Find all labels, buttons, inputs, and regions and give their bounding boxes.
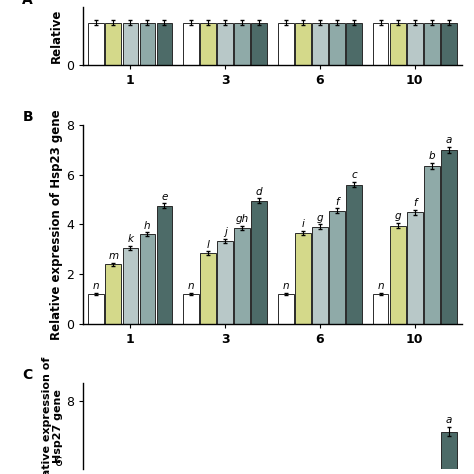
Text: f: f <box>413 198 417 208</box>
Bar <box>200 253 216 324</box>
Bar <box>122 23 138 65</box>
Text: a: a <box>446 135 452 145</box>
Bar <box>312 23 328 65</box>
Bar <box>390 226 406 324</box>
Bar <box>295 233 311 324</box>
Text: A: A <box>22 0 33 7</box>
Bar <box>312 227 328 324</box>
Bar <box>156 23 173 65</box>
Bar <box>139 235 155 324</box>
Text: g: g <box>394 211 401 221</box>
Bar <box>424 23 440 65</box>
Bar <box>217 23 233 65</box>
Text: l: l <box>207 239 210 250</box>
Bar <box>424 166 440 324</box>
Bar <box>156 206 173 324</box>
Y-axis label: Relative expression of
Hsp27 gene: Relative expression of Hsp27 gene <box>42 356 63 474</box>
Bar <box>346 185 362 324</box>
Bar <box>88 294 104 324</box>
Text: B: B <box>22 110 33 124</box>
Text: c: c <box>351 171 357 181</box>
Text: n: n <box>377 281 384 291</box>
Bar <box>105 23 121 65</box>
Y-axis label: Relative expression of Hsp23 gene: Relative expression of Hsp23 gene <box>50 109 63 340</box>
Bar <box>407 23 423 65</box>
Bar <box>278 23 294 65</box>
Bar <box>441 150 457 324</box>
Text: n: n <box>283 281 289 291</box>
Bar <box>200 23 216 65</box>
Text: k: k <box>128 234 133 245</box>
Bar <box>105 264 121 324</box>
Text: d: d <box>256 187 263 197</box>
Text: 6: 6 <box>54 456 62 469</box>
Bar <box>234 228 250 324</box>
Bar <box>251 23 267 65</box>
Bar <box>373 294 389 324</box>
Text: j: j <box>224 227 227 237</box>
Text: h: h <box>144 221 151 231</box>
Text: f: f <box>335 197 339 207</box>
Bar <box>407 212 423 324</box>
Bar <box>251 201 267 324</box>
Bar <box>183 294 199 324</box>
Bar <box>122 248 138 324</box>
Text: g: g <box>317 213 323 223</box>
Bar <box>88 23 104 65</box>
Text: n: n <box>188 281 194 291</box>
Text: e: e <box>161 191 168 201</box>
Bar <box>390 23 406 65</box>
Bar <box>234 23 250 65</box>
Bar <box>441 431 457 474</box>
Bar <box>139 23 155 65</box>
Text: a: a <box>446 415 452 425</box>
Text: gh: gh <box>236 214 249 225</box>
Text: b: b <box>428 151 435 161</box>
Bar <box>346 23 362 65</box>
Text: n: n <box>93 281 100 291</box>
Bar <box>295 23 311 65</box>
Text: m: m <box>108 251 118 261</box>
Bar <box>278 294 294 324</box>
Bar <box>373 23 389 65</box>
Bar <box>441 23 457 65</box>
Bar <box>183 23 199 65</box>
Text: i: i <box>301 219 304 229</box>
Bar <box>217 241 233 324</box>
Bar <box>329 23 345 65</box>
Bar <box>329 211 345 324</box>
Y-axis label: Relative: Relative <box>50 9 63 64</box>
Text: C: C <box>22 368 33 382</box>
